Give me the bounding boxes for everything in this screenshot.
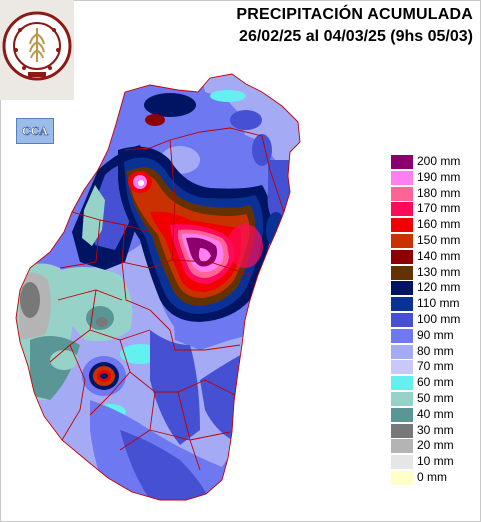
precipitation-legend: 200 mm 190 mm 180 mm 170 mm 160 mm 150 mm 140 …	[391, 154, 479, 486]
legend-entry: 0 mm	[391, 470, 479, 486]
department-boundaries	[15, 73, 301, 501]
legend-label: 180 mm	[417, 185, 461, 200]
legend-swatch	[391, 265, 413, 280]
legend-label: 60 mm	[417, 375, 454, 390]
legend-label: 110 mm	[417, 296, 460, 311]
legend-label: 160 mm	[417, 217, 461, 232]
logo-panel	[0, 0, 74, 100]
legend-label: 190 mm	[417, 169, 461, 184]
cca-logo: CCA	[16, 118, 54, 144]
legend-swatch	[391, 344, 413, 359]
legend-label: 30 mm	[417, 422, 454, 437]
legend-swatch	[391, 439, 413, 454]
legend-label: 90 mm	[417, 327, 454, 342]
map-subtitle: 26/02/25 al 04/03/25 (9hs 05/03)	[239, 28, 473, 45]
legend-label: 100 mm	[417, 311, 461, 326]
legend-swatch	[391, 407, 413, 422]
legend-entry: 20 mm	[391, 438, 479, 454]
legend-swatch	[391, 155, 413, 169]
legend-entry: 190 mm	[391, 170, 479, 186]
legend-label: 50 mm	[417, 390, 454, 405]
legend-swatch	[391, 391, 413, 406]
legend-label: 170 mm	[417, 201, 461, 216]
legend-swatch	[391, 423, 413, 438]
legend-swatch	[391, 249, 413, 264]
legend-label: 70 mm	[417, 359, 454, 374]
legend-swatch	[391, 360, 413, 375]
legend-entry: 80 mm	[391, 344, 479, 360]
legend-label: 130 mm	[417, 264, 461, 279]
legend-entry: 160 mm	[391, 217, 479, 233]
legend-entry: 140 mm	[391, 249, 479, 265]
legend-label: 140 mm	[417, 248, 461, 263]
legend-entry: 40 mm	[391, 407, 479, 423]
legend-entry: 70 mm	[391, 359, 479, 375]
legend-label: 80 mm	[417, 343, 454, 358]
legend-entry: 60 mm	[391, 375, 479, 391]
legend-swatch	[391, 186, 413, 201]
rainfall-surface	[16, 74, 300, 500]
legend-swatch	[391, 233, 413, 248]
legend-entry: 180 mm	[391, 186, 479, 202]
legend-entry: 130 mm	[391, 265, 479, 281]
legend-entry: 50 mm	[391, 391, 479, 407]
legend-label: 0 mm	[417, 469, 447, 484]
legend-label: 20 mm	[417, 438, 454, 453]
legend-entry: 120 mm	[391, 280, 479, 296]
legend-label: 10 mm	[417, 454, 454, 469]
legend-swatch	[391, 312, 413, 327]
legend-label: 200 mm	[417, 154, 461, 168]
legend-entry: 100 mm	[391, 312, 479, 328]
legend-entry: 200 mm	[391, 154, 479, 170]
legend-swatch	[391, 470, 413, 485]
map-title: PRECIPITACIÓN ACUMULADA	[236, 6, 473, 23]
legend-swatch	[391, 281, 413, 296]
legend-entry: 150 mm	[391, 233, 479, 249]
legend-entry: 10 mm	[391, 454, 479, 470]
legend-swatch	[391, 376, 413, 391]
legend-label: 120 mm	[417, 280, 461, 295]
legend-swatch	[391, 297, 413, 312]
legend-swatch	[391, 170, 413, 185]
legend-entry: 30 mm	[391, 423, 479, 439]
legend-entry: 90 mm	[391, 328, 479, 344]
legend-swatch	[391, 328, 413, 343]
cca-logo-text: CCA	[22, 125, 49, 138]
legend-label: 40 mm	[417, 406, 454, 421]
legend-entry: 170 mm	[391, 201, 479, 217]
precipitation-map	[15, 73, 301, 501]
legend-label: 150 mm	[417, 232, 461, 247]
legend-swatch	[391, 202, 413, 217]
legend-swatch	[391, 218, 413, 233]
legend-swatch	[391, 455, 413, 470]
legend-entry: 110 mm	[391, 296, 479, 312]
bolsa-de-cereales-seal	[2, 11, 72, 81]
